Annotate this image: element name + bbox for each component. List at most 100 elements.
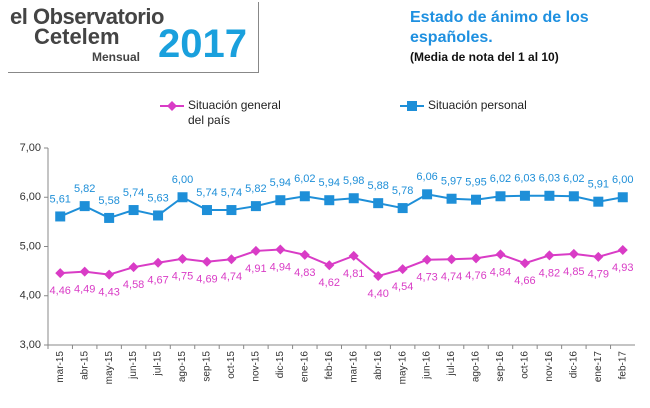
data-label: 4,49 [74,284,95,296]
marker [55,268,66,279]
y-tick-label: 6,00 [20,191,41,203]
x-tick-label: feb-16 [324,351,335,380]
marker [471,194,482,205]
data-label: 4,75 [172,271,193,283]
marker [275,195,286,206]
marker [226,205,237,216]
legend-marker [407,101,417,111]
marker [324,260,335,271]
x-tick-label: ago-15 [177,351,188,383]
marker [446,193,457,204]
marker [177,253,188,264]
data-label: 6,02 [294,173,315,185]
y-tick-label: 7,00 [20,142,41,154]
data-label: 4,58 [123,279,144,291]
data-label: 4,81 [343,268,364,280]
marker [299,249,310,260]
marker [79,201,90,212]
data-label: 4,83 [294,267,315,279]
x-tick-label: mar-15 [55,351,66,383]
data-label: 5,63 [147,192,168,204]
data-label: 4,93 [612,262,633,274]
data-label: 5,82 [245,183,266,195]
x-tick-label: abr-15 [79,351,90,380]
data-label: 4,91 [245,263,266,275]
x-tick-label: jun-15 [128,351,139,380]
data-label: 4,54 [392,281,413,293]
data-label: 4,76 [465,270,486,282]
marker [397,264,408,275]
data-label: 5,88 [367,180,388,192]
marker [348,250,359,261]
data-label: 6,00 [612,174,633,186]
legend-marker [167,101,177,111]
marker [568,248,579,259]
x-tick-label: dic-15 [275,351,286,379]
data-label: 5,58 [98,195,119,207]
data-label: 4,94 [270,261,291,273]
x-tick-label: ene-16 [299,351,310,383]
data-label: 5,98 [343,175,364,187]
data-label: 4,79 [588,269,609,281]
marker [422,189,433,200]
data-label: 5,95 [465,177,486,189]
chart-subtitle: (Media de nota del 1 al 10) [410,50,559,64]
x-tick-label: jul-16 [446,351,457,377]
data-label: 4,85 [563,266,584,278]
marker [153,210,164,221]
marker [495,249,506,260]
marker [373,271,384,282]
marker [422,254,433,265]
marker [55,211,66,222]
marker [397,203,408,214]
data-label: 5,94 [319,177,340,189]
chart-title: Estado de ánimo de los españoles. [410,9,589,46]
data-label: 5,61 [50,193,71,205]
data-label: 4,43 [98,286,119,298]
x-tick-label: ene-17 [593,351,604,383]
marker [201,205,212,216]
marker [275,244,286,255]
data-label: 5,74 [221,187,242,199]
x-tick-label: nov-16 [544,351,555,382]
data-label: 4,66 [514,275,535,287]
data-label: 6,06 [416,171,437,183]
data-label: 5,97 [441,176,462,188]
marker [446,254,457,265]
logo-edition: Mensual [92,50,141,64]
marker [544,190,555,201]
marker [324,195,335,206]
marker [617,192,628,203]
marker [104,212,115,223]
marker [128,262,139,273]
x-tick-label: ago-16 [471,351,482,383]
marker [128,205,139,216]
logo-year: 2017 [158,22,247,66]
data-label: 4,73 [416,272,437,284]
marker [495,191,506,202]
x-tick-label: jun-16 [422,351,433,380]
data-label: 6,02 [563,173,584,185]
logo-text: el Observatorio [10,4,164,29]
marker [250,201,261,212]
marker [226,254,237,265]
marker [79,266,90,277]
data-label: 4,46 [50,285,71,297]
data-label: 5,78 [392,185,413,197]
y-tick-label: 3,00 [20,339,41,351]
x-tick-label: jul-15 [153,351,164,377]
marker [250,245,261,256]
marker [544,250,555,261]
marker [201,256,212,267]
x-tick-label: oct-16 [520,351,531,379]
series-line [59,193,623,220]
y-tick-label: 4,00 [20,290,41,302]
data-label: 6,03 [539,173,560,185]
data-label: 4,69 [196,274,217,286]
x-tick-label: oct-15 [226,351,237,379]
marker [348,193,359,204]
data-label: 4,74 [221,271,242,283]
logo-text: Cetelem [34,24,120,49]
